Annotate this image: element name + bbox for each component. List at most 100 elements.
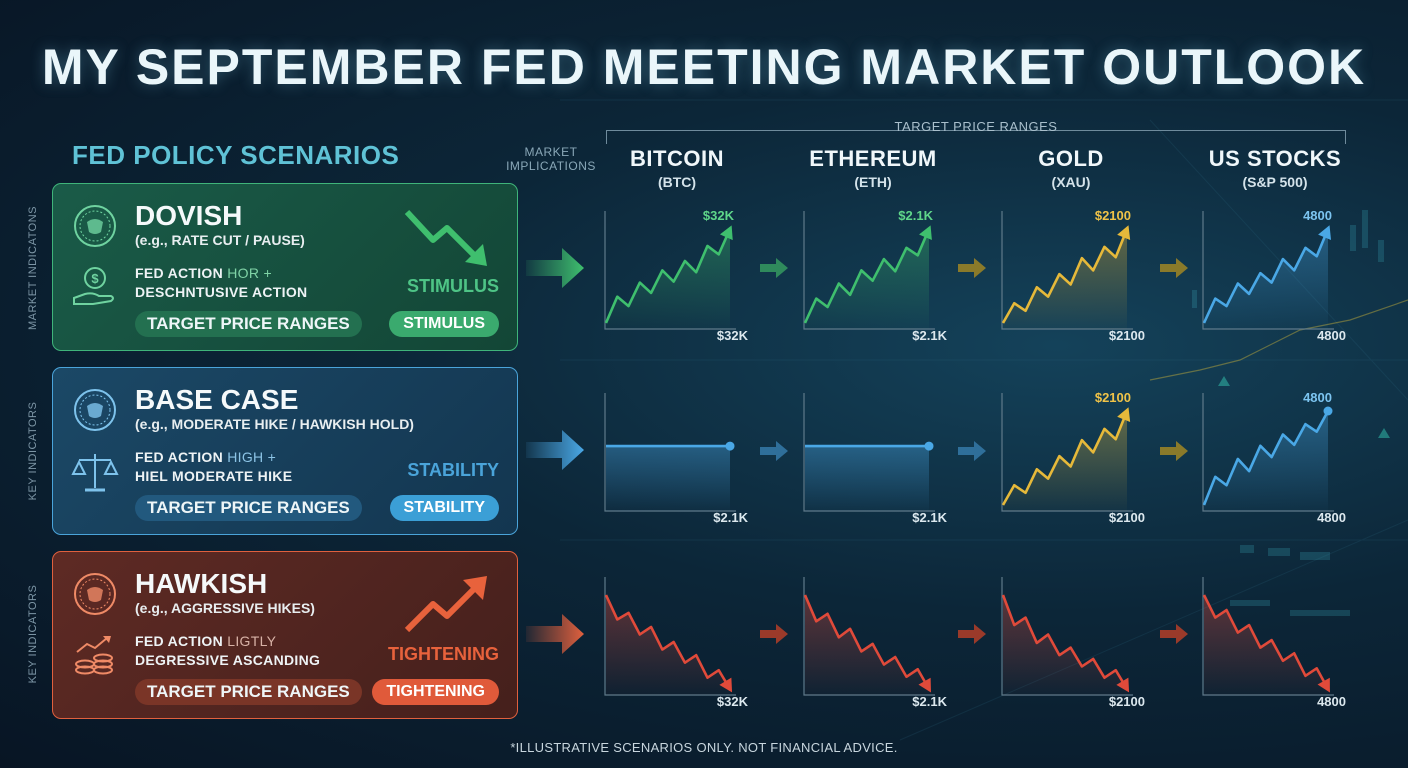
asset-header-bitcoin: BITCOIN (BTC) <box>582 146 772 190</box>
chart-bottom-label: $2100 <box>1108 510 1145 525</box>
chart-arrowhead <box>918 677 931 693</box>
chart-line <box>1202 228 1330 324</box>
asset-header-ethereum: ETHEREUM (ETH) <box>778 146 968 190</box>
chart-arrowhead <box>719 225 733 241</box>
chart-gold-base <box>1001 393 1133 512</box>
chart-top-label: $2100 <box>1094 208 1131 223</box>
chart-bitcoin-hawkish <box>604 577 736 696</box>
flow-arrow-base-case <box>526 430 584 470</box>
chart-arrowhead <box>919 225 932 241</box>
fed-action-description: DESCHNTUSIVE ACTION <box>135 284 308 300</box>
chart-area <box>606 446 730 511</box>
chart-us-stocks-hawkish <box>1202 577 1334 696</box>
chart-line <box>1001 228 1129 324</box>
fed-action-line: FED ACTION LIGTLY <box>135 633 276 649</box>
small-arrow <box>760 258 788 278</box>
flat-line-icon <box>403 390 491 450</box>
asset-header-us-stocks: US STOCKS (S&P 500) <box>1180 146 1370 190</box>
fed-action-line: FED ACTION HOR + <box>135 265 272 281</box>
side-label-key-indicators: KEY INDICATORS <box>27 584 39 684</box>
fed-action-label: FED ACTION <box>135 449 224 465</box>
chart-line <box>803 228 931 324</box>
fed-seal-icon <box>74 573 116 615</box>
chart-line <box>1001 410 1129 506</box>
chart-us-stocks-base <box>1202 393 1334 512</box>
scenario-card-dovish: DOVISH (e.g., RATE CUT / PAUSE) $ FED AC… <box>52 183 518 351</box>
small-arrow <box>760 441 788 461</box>
asset-name: US STOCKS <box>1208 146 1342 171</box>
chart-top-label: 4800 <box>1303 208 1332 223</box>
asset-name: BITCOIN <box>630 146 724 171</box>
svg-text:$: $ <box>91 271 99 286</box>
side-label-key-indicators: KEY INDICATORS <box>27 401 39 501</box>
chart-line <box>1001 594 1129 690</box>
scenario-subtitle: (e.g., AGGRESSIVE HIKES) <box>135 600 315 616</box>
chart-area <box>805 595 929 695</box>
chart-arrowhead <box>1317 677 1330 693</box>
chart-end-dot <box>725 441 735 451</box>
fed-seal-icon <box>74 389 116 431</box>
fed-action-label: FED ACTION <box>135 633 224 649</box>
scenario-title: BASE CASE <box>135 384 299 415</box>
scenario-title: DOVISH <box>135 200 243 231</box>
asset-ticker: (S&P 500) <box>1242 174 1308 190</box>
mood-label: STIMULUS <box>407 276 499 296</box>
coin-stack-growth-icon <box>75 636 113 675</box>
chart-bottom-label: $2.1K <box>713 510 748 525</box>
chart-arrowhead <box>1116 677 1130 693</box>
chart-arrowhead <box>719 677 733 693</box>
chart-gold-hawkish <box>1001 577 1133 696</box>
asset-header-gold: GOLD (XAU) <box>976 146 1166 190</box>
scenario-card-base-case: BASE CASE (e.g., MODERATE HIKE / HAWKISH… <box>52 367 518 535</box>
chart-end-dot <box>1323 406 1333 416</box>
chart-area <box>1003 411 1127 511</box>
chart-area <box>606 229 730 329</box>
chart-bottom-label: $32K <box>716 694 748 709</box>
chart-area <box>1003 595 1127 695</box>
side-label-market-indications: MARKET INDICATONS <box>27 205 39 331</box>
page-title: MY SEPTEMBER FED MEETING MARKET OUTLOOK <box>41 39 1367 95</box>
chart-area <box>606 595 730 695</box>
chart-us-stocks-dovish <box>1202 211 1334 330</box>
small-arrow <box>958 624 986 644</box>
chart-top-label: 4800 <box>1303 390 1332 405</box>
chart-bitcoin-dovish <box>604 211 736 330</box>
asset-name: GOLD <box>1038 146 1104 171</box>
mood-badge: TIGHTENING <box>372 679 499 705</box>
chart-top-label: $2.1K <box>898 208 933 223</box>
chart-ethereum-hawkish <box>803 577 935 696</box>
chart-bottom-label: 4800 <box>1317 694 1346 709</box>
hand-dollar-coin-icon: $ <box>73 267 114 305</box>
chart-bottom-label: $2.1K <box>912 694 947 709</box>
target-price-ranges-pill: TARGET PRICE RANGES <box>135 495 362 521</box>
chart-area <box>805 229 929 329</box>
scenario-title: HAWKISH <box>135 568 268 599</box>
asset-ticker: (BTC) <box>657 174 697 190</box>
chart-ethereum-dovish <box>803 211 935 330</box>
small-arrow <box>1160 624 1188 644</box>
mood-badge: STABILITY <box>389 495 499 521</box>
small-arrow <box>958 258 986 278</box>
target-price-ranges-header: TARGET PRICE RANGES <box>894 119 1058 134</box>
chart-bottom-label: $32K <box>716 328 748 343</box>
trend-up-arrow-icon <box>404 576 487 633</box>
mood-label: STABILITY <box>407 460 499 480</box>
chart-line <box>1202 594 1330 690</box>
flow-arrow-hawkish <box>526 614 584 654</box>
chart-line <box>604 228 732 324</box>
chart-ethereum-base <box>803 393 935 512</box>
small-arrow <box>1160 258 1188 278</box>
small-arrow <box>760 624 788 644</box>
chart-area <box>805 446 929 511</box>
asset-ticker: (ETH) <box>854 174 892 190</box>
fed-action-description: HIEL MODERATE HIKE <box>135 468 293 484</box>
chart-area <box>1204 411 1328 511</box>
target-price-ranges-pill: TARGET PRICE RANGES <box>135 311 362 337</box>
balance-scale-icon <box>71 454 119 492</box>
mood-badge: STIMULUS <box>389 311 499 337</box>
chart-bottom-label: $2.1K <box>912 328 947 343</box>
fed-action-line: FED ACTION HIGH + <box>135 449 276 465</box>
fed-action-detail: HOR + <box>227 265 272 281</box>
fed-action-detail: HIGH + <box>227 449 277 465</box>
